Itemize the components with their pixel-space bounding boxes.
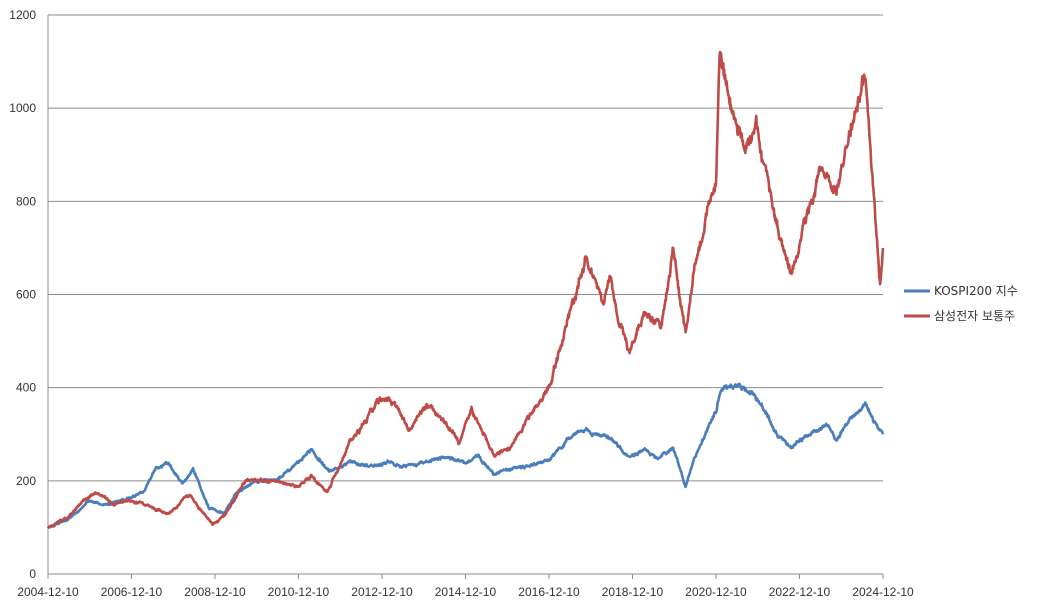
y-tick-label: 400 bbox=[16, 381, 36, 395]
x-tick-label: 2004-12-10 bbox=[17, 585, 79, 599]
x-tick-label: 2014-12-10 bbox=[435, 585, 497, 599]
x-tick-label: 2012-12-10 bbox=[351, 585, 413, 599]
y-tick-label: 800 bbox=[16, 194, 36, 208]
x-tick-label: 2016-12-10 bbox=[518, 585, 580, 599]
y-tick-label: 1200 bbox=[9, 8, 36, 22]
x-tick-label: 2010-12-10 bbox=[268, 585, 330, 599]
y-tick-label: 200 bbox=[16, 474, 36, 488]
y-tick-label: 0 bbox=[29, 567, 36, 581]
legend-label: KOSPI200 지수 bbox=[934, 284, 1018, 298]
x-axis: 2004-12-10 2006-12-10 2008-12-10 2010-12-10… bbox=[17, 15, 914, 599]
x-tick-label: 2008-12-10 bbox=[184, 585, 246, 599]
series-line-samsung bbox=[46, 50, 885, 529]
y-tick-label: 1000 bbox=[9, 101, 36, 115]
x-tick-label: 2022-12-10 bbox=[769, 585, 831, 599]
x-tick-label: 2020-12-10 bbox=[685, 585, 747, 599]
y-tick-label: 600 bbox=[16, 288, 36, 302]
plot-series bbox=[46, 50, 885, 529]
y-tick-labels: 0 200 400 600 800 1000 1200 bbox=[9, 8, 36, 581]
x-tick-label: 2018-12-10 bbox=[602, 585, 664, 599]
x-tick-label: 2006-12-10 bbox=[101, 585, 163, 599]
y-gridlines bbox=[48, 14, 883, 575]
legend-label: 삼성전자 보통주 bbox=[934, 309, 1015, 323]
x-tick-label: 2024-12-10 bbox=[852, 585, 914, 599]
series-line-kospi200 bbox=[47, 382, 885, 529]
